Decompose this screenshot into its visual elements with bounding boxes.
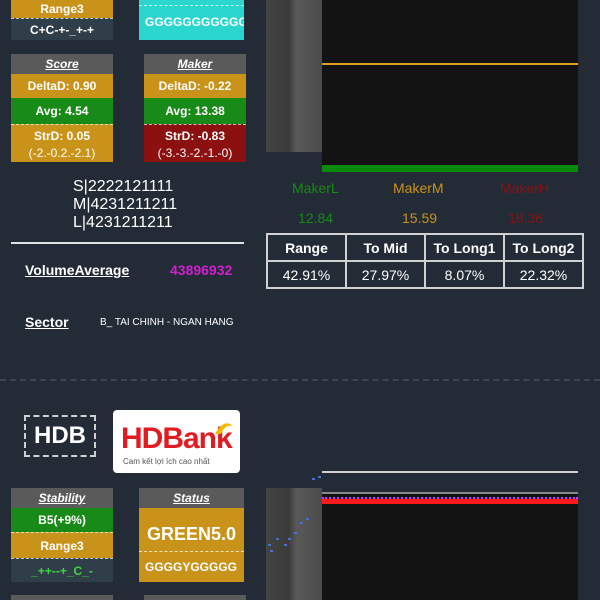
chart-bottom-frame: [322, 471, 578, 473]
sector-value: B_ TAI CHINH - NGAN HANG: [100, 317, 234, 328]
score-title: Score: [11, 54, 113, 74]
ticker-symbol: HDB: [34, 422, 86, 449]
logo-sun-icon: [215, 423, 233, 434]
price-chart-top[interactable]: [322, 0, 578, 172]
stats-header-to-long1: To Long1: [424, 233, 505, 262]
volume-label[interactable]: VolumeAverage: [25, 262, 130, 278]
teal-status-box: GGGGGGGGGGG: [139, 0, 244, 40]
maker-high-value: 18.36: [508, 210, 544, 226]
score-avg: Avg: 4.54: [11, 98, 113, 124]
stats-value-to-long1: 8.07%: [424, 260, 505, 289]
price-line: [322, 63, 578, 65]
logo-brand: HDBank: [121, 422, 233, 455]
hdbank-logo: HDBank Cam kết lợi ích cao nhất: [113, 410, 240, 473]
stats-value-to-long2: 22.32%: [503, 260, 584, 289]
dot-trail: [268, 476, 321, 552]
volume-bar: [322, 165, 578, 172]
price-chart-bottom[interactable]: [322, 492, 578, 600]
code-l: L|4231211211: [73, 214, 173, 231]
price-line-dotted: [322, 497, 578, 499]
chart-side-strip: [266, 0, 322, 152]
divider: [11, 242, 244, 244]
chart-side-strip-bottom: [266, 488, 322, 600]
stability-title: Stability: [11, 488, 113, 508]
teal-pattern: GGGGGGGGGGG: [145, 15, 244, 29]
maker-strd-box: StrD: -0.83 (-3.-3.-2.-1.-0): [144, 124, 246, 162]
code-m: M|4231211211: [73, 196, 178, 213]
stats-table: Range To Mid To Long1 To Long2 42.91% 27…: [266, 233, 584, 289]
maker-title: Maker: [144, 54, 246, 74]
ticker-box[interactable]: HDB: [24, 415, 96, 457]
maker-low-value: 12.84: [298, 210, 334, 226]
score-delta: DeltaD: 0.90: [11, 74, 113, 98]
stats-value-range: 42.91%: [266, 260, 347, 289]
stats-value-to-mid: 27.97%: [345, 260, 426, 289]
stats-header-range: Range: [266, 233, 347, 262]
maker-strd: StrD: -0.83: [164, 129, 226, 143]
maker-high-label: MakerH: [500, 180, 550, 196]
range-label: Range3: [11, 0, 113, 18]
chart-top-line: [322, 492, 578, 494]
stats-header-to-mid: To Mid: [345, 233, 426, 262]
section-separator: [0, 379, 600, 381]
maker-avg: Avg: 13.38: [144, 98, 246, 124]
sector-label[interactable]: Sector: [25, 314, 69, 330]
maker-strd-range: (-3.-3.-2.-1.-0): [157, 146, 233, 160]
status-value: GREEN5.0: [147, 524, 237, 544]
logo-tagline: Cam kết lợi ích cao nhất: [123, 457, 210, 466]
status-pattern: GGGGYGGGGG: [145, 560, 238, 574]
score-strd-range: (-2.-0.2.-2.1): [28, 146, 96, 160]
stats-header-to-long2: To Long2: [503, 233, 584, 262]
pattern-label: C+C-+-_+-+: [11, 18, 113, 40]
status-box: GREEN5.0 GGGGYGGGGG: [139, 508, 244, 582]
next-card-left: [11, 595, 113, 600]
maker-mid-value: 15.59: [402, 210, 438, 226]
maker-mid-label: MakerM: [393, 180, 444, 196]
score-strd: StrD: 0.05: [33, 129, 91, 143]
score-strd-box: StrD: 0.05 (-2.-0.2.-2.1): [11, 124, 113, 162]
price-line-red: [322, 499, 578, 504]
stability-value: B5(+9%): [11, 508, 113, 532]
code-s: S|2222121111: [73, 178, 174, 195]
next-card-right: [144, 595, 246, 600]
volume-value: 43896932: [170, 262, 233, 278]
maker-low-label: MakerL: [292, 180, 339, 196]
code-list: S|2222121111 M|4231211211 L|4231211211: [73, 178, 177, 232]
stability-pattern: _++--+_C_-: [11, 558, 113, 582]
status-title: Status: [139, 488, 244, 508]
maker-delta: DeltaD: -0.22: [144, 74, 246, 98]
stability-range: Range3: [11, 532, 113, 558]
